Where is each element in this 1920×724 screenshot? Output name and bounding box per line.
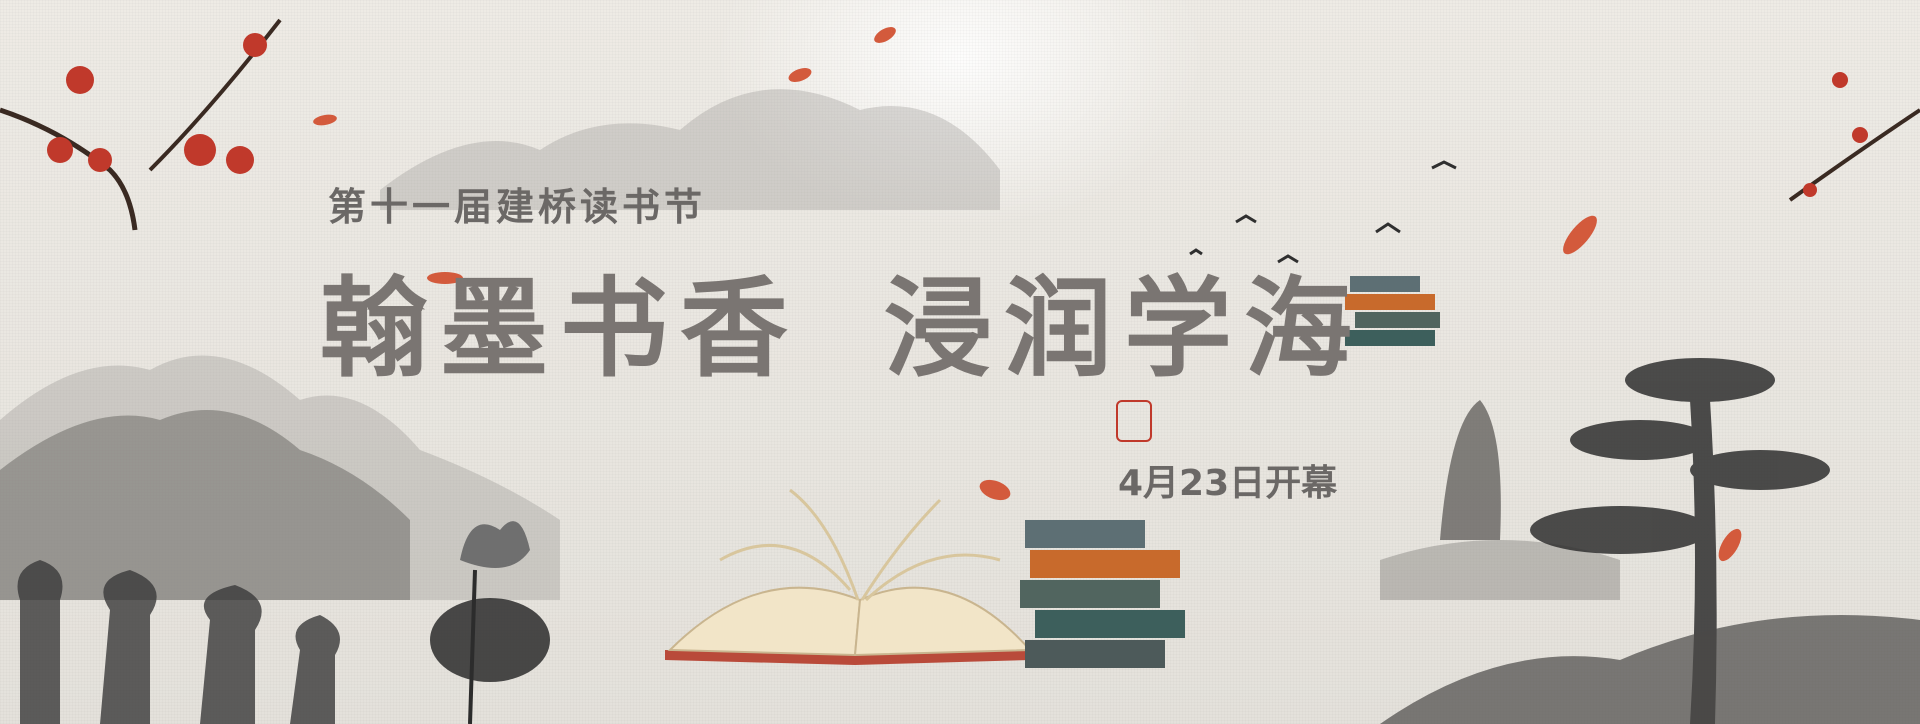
falling-petals xyxy=(313,27,1742,562)
open-book-illustration xyxy=(665,488,1033,665)
small-book-stack-illustration xyxy=(1345,276,1440,346)
main-title-left: 翰墨书香 xyxy=(320,267,801,392)
main-title-right: 浸润学海 xyxy=(884,267,1365,392)
distant-mountains xyxy=(380,89,1000,210)
festival-subtitle: 第十一届建桥读书节 xyxy=(328,185,707,229)
right-hills xyxy=(1380,615,1920,724)
lotus-plant xyxy=(430,521,550,724)
left-trees xyxy=(17,560,340,724)
left-mountains xyxy=(0,355,560,600)
red-seal-stamp xyxy=(1116,400,1152,442)
opening-date: 4月23日开幕 xyxy=(1118,463,1338,504)
right-rock-cliff xyxy=(1380,400,1620,600)
plum-branch-left xyxy=(0,18,282,231)
book-stack-illustration xyxy=(1020,520,1185,668)
flying-birds xyxy=(1189,160,1457,264)
plum-branch-right xyxy=(1788,72,1920,202)
